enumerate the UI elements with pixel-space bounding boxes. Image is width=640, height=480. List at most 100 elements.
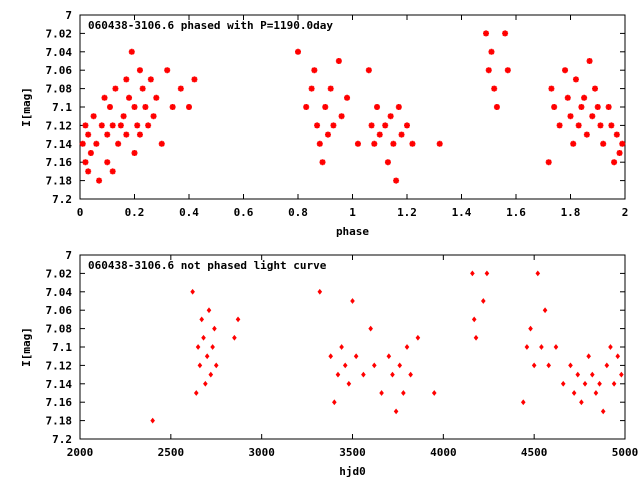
y-tick-label: 7.1 — [52, 341, 72, 354]
data-point — [112, 85, 119, 92]
data-point — [404, 122, 410, 129]
data-point — [600, 140, 607, 147]
y-tick-label: 7.06 — [46, 64, 73, 77]
data-point — [390, 140, 397, 147]
data-point — [504, 67, 511, 74]
data-point — [597, 122, 604, 129]
data-point — [195, 344, 201, 350]
data-point — [101, 94, 108, 101]
data-point — [335, 371, 341, 378]
y-tick-label: 7.1 — [52, 101, 72, 114]
y-tick-label: 7.02 — [46, 27, 73, 40]
data-point — [104, 131, 111, 138]
data-point — [134, 122, 141, 129]
y-tick-label: 7.04 — [46, 286, 73, 299]
data-point — [608, 122, 615, 129]
data-point — [611, 159, 618, 166]
data-point — [619, 371, 624, 378]
data-point — [98, 122, 105, 129]
x-tick-label: 1.8 — [561, 206, 581, 219]
data-point — [158, 140, 165, 147]
data-point — [177, 85, 184, 92]
data-point — [571, 390, 577, 396]
plot-title: 060438-3106.6 not phased light curve — [88, 259, 327, 272]
data-point — [82, 159, 89, 166]
data-point — [365, 67, 372, 74]
data-point — [93, 140, 100, 147]
data-point — [542, 307, 548, 314]
data-point — [384, 159, 391, 166]
y-tick-label: 7.2 — [52, 433, 72, 446]
data-point — [556, 122, 563, 129]
data-point — [201, 334, 206, 341]
y-tick-label: 7.16 — [46, 156, 73, 169]
data-point — [213, 362, 219, 369]
data-point — [139, 85, 146, 92]
data-point — [586, 353, 591, 360]
data-point — [82, 122, 89, 129]
data-point — [342, 362, 348, 369]
data-point — [353, 353, 359, 360]
data-point — [191, 76, 198, 83]
data-point — [604, 362, 610, 369]
data-point — [553, 344, 559, 350]
y-tick-label: 7.18 — [46, 415, 73, 428]
data-point — [502, 30, 509, 37]
x-tick-label: 0.8 — [288, 206, 308, 219]
y-tick-label: 7.16 — [46, 396, 73, 409]
data-point — [303, 104, 310, 110]
y-tick-label: 7.04 — [46, 46, 73, 59]
data-point — [295, 48, 301, 55]
data-point — [197, 362, 203, 369]
data-point — [90, 113, 97, 120]
x-tick-label: 0 — [77, 206, 84, 219]
data-point — [593, 390, 599, 396]
data-point — [535, 270, 541, 277]
data-point — [203, 380, 208, 387]
data-point — [393, 177, 400, 184]
data-point — [567, 113, 574, 120]
data-point — [123, 131, 130, 138]
data-point — [193, 390, 199, 396]
data-point — [85, 168, 92, 175]
x-tick-label: 2500 — [158, 446, 185, 459]
data-point — [600, 408, 606, 415]
data-point — [232, 334, 237, 341]
y-tick-label: 7.12 — [46, 359, 73, 372]
data-point — [583, 131, 590, 138]
chart-panel-2: 2000 2500 3000 3500 4000 4500 5000 7 7.02 7.04 7.0… — [20, 249, 638, 478]
data-point — [393, 408, 399, 415]
data-point — [235, 316, 241, 323]
x-tick-label: 5000 — [612, 446, 639, 459]
data-point — [524, 344, 530, 350]
data-point — [316, 140, 323, 147]
x-axis-label: phase — [336, 225, 369, 238]
y-tick-label: 7.08 — [46, 83, 73, 96]
chart-panel-1: 0 0.2 0.4 0.6 0.8 1 1.2 1.4 1.6 1.8 2 7 7.02 7.04 7.06… — [20, 9, 628, 238]
data-point — [123, 76, 130, 83]
data-point — [115, 140, 122, 147]
data-point — [317, 288, 323, 295]
data-point — [579, 399, 584, 406]
data-point — [117, 122, 124, 129]
data-point — [415, 334, 421, 341]
data-point — [548, 85, 555, 92]
data-point — [575, 371, 581, 378]
data-point — [493, 104, 500, 110]
data-point — [471, 316, 477, 323]
x-tick-label: 0.6 — [234, 206, 254, 219]
y-tick-label: 7 — [65, 9, 72, 22]
data-point — [87, 150, 94, 156]
data-point — [491, 85, 498, 92]
data-point — [79, 140, 86, 147]
x-tick-label: 4000 — [430, 446, 457, 459]
data-point — [208, 371, 214, 378]
data-point — [131, 150, 138, 156]
data-point — [368, 325, 373, 332]
data-point — [615, 353, 621, 360]
data-point — [586, 58, 593, 64]
data-point — [387, 113, 394, 120]
data-point — [106, 104, 113, 110]
data-point — [520, 399, 526, 406]
data-point — [562, 67, 569, 74]
